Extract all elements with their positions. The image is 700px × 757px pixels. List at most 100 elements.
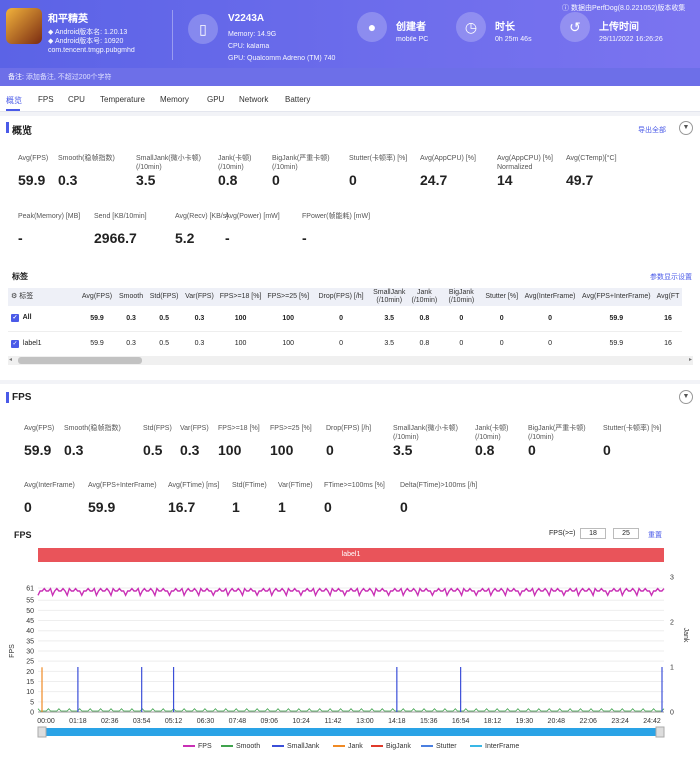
column-header[interactable]: Avg(FT [653,288,683,306]
timeline-range [38,728,664,736]
legend-swatch [183,745,195,748]
column-header[interactable]: Jank (/10min) [408,288,441,306]
metric-value: 5.2 [175,230,195,246]
y-axis-label: FPS [9,644,16,658]
metric-label: Avg(AppCPU) [%] [420,155,476,162]
label-band[interactable]: label1 [38,548,664,562]
column-header[interactable]: FPS>=25 [%] [264,288,313,306]
overview-metric: Avg(AppCPU) [%] 24.7 [420,154,476,188]
app-icon [6,8,42,44]
phone-icon: ▯ [188,14,218,44]
table-row[interactable]: ✓ label1 59.9 0.3 0.5 0.3 100 100 0 3.5 0.8 0 0 0 59.… [8,331,683,357]
tab-gpu[interactable]: GPU [207,95,225,104]
table-cell: 59.9 [579,306,654,332]
row-checkbox[interactable]: ✓ [11,314,19,323]
android-code-text: Android版本号: 10920 [54,38,124,45]
legend-item[interactable]: SmallJank [272,743,319,750]
tab-bar: 概览 FPS CPU Temperature Memory GPU Networ… [0,86,700,112]
tab-overview[interactable]: 概览 [6,96,22,105]
fps-metric: FTime>=100ms [%] 0 [324,481,385,515]
table-cell: 0 [312,331,371,357]
tab-cpu[interactable]: CPU [68,95,85,104]
table-cell: ✓ All [8,306,78,332]
y-tick-label: 55 [26,598,34,605]
export-all-link[interactable]: 导出全部 [638,127,666,134]
table-scrollbar[interactable]: ◂ ▸ [8,356,693,365]
metric-label: Smooth(稳帧指数) [58,155,115,162]
scroll-left-icon[interactable]: ◂ [9,357,13,363]
metric-label: BigJank(严重卡顿) (/10min) [272,155,330,171]
row-checkbox[interactable]: ✓ [11,339,19,348]
info-icon: ⓘ [562,5,569,12]
metric-label: FPower(帧能耗) [mW] [302,213,371,220]
column-header[interactable]: Smooth [116,288,147,306]
x-tick-label: 06:30 [197,718,215,725]
tab-network[interactable]: Network [239,95,269,104]
table-row[interactable]: ✓ All 59.9 0.3 0.5 0.3 100 100 0 3.5 0.8 0 0 0 59.9 16 [8,306,683,332]
legend-item[interactable]: Smooth [221,743,260,750]
column-header[interactable]: Drop(FPS) [/h] [312,288,371,306]
tab-temperature[interactable]: Temperature [100,95,145,104]
note-input[interactable]: 添加备注, 不超过200个字符 [25,74,112,81]
overview-metric: Peak(Memory) [MB] - [18,212,80,246]
table-cell: 100 [264,331,313,357]
metric-label: FPS>=25 [%] [270,425,312,432]
metric-value: 0 [326,442,334,458]
legend-item[interactable]: Jank [333,743,363,750]
collapse-icon[interactable]: ▼ [679,390,693,404]
legend-label: Stutter [436,743,457,750]
legend-item[interactable]: FPS [183,743,212,750]
legend-item[interactable]: Stutter [421,743,457,750]
table-cell: 100 [216,331,265,357]
overview-metric: Avg(Recv) [KB/s] 5.2 [175,212,228,246]
legend-label: FPS [198,743,212,750]
column-header[interactable]: Avg(FPS+InterFrame) [579,288,654,306]
column-header[interactable]: Std(FPS) [146,288,183,306]
column-header[interactable]: Stutter [%] [482,288,522,306]
overview-metric: FPower(帧能耗) [mW] - [302,212,370,246]
scroll-thumb[interactable] [18,357,142,364]
upload-value: 29/11/2022 16:26:26 [599,36,663,43]
metric-label: Var(FPS) [180,425,209,432]
tab-fps[interactable]: FPS [38,95,54,104]
table-cell: 0.8 [408,306,441,332]
legend-item[interactable]: InterFrame [470,743,519,750]
x-tick-label: 09:06 [260,718,278,725]
settings-icon[interactable]: ⚙ [11,293,20,300]
device-memory: Memory: 14.9G [228,31,277,38]
threshold-18-input[interactable]: 18 [580,528,606,539]
x-tick-label: 22:06 [579,718,597,725]
column-header[interactable]: Avg(FPS) [78,288,116,306]
collapse-icon[interactable]: ▼ [679,121,693,135]
reset-button[interactable]: 重置 [648,532,662,539]
note-bar[interactable]: 备注: 添加备注, 不超过200个字符 [0,68,700,86]
y-tick-label: 30 [26,649,34,656]
metric-value: 0.8 [218,172,238,188]
table-cell: 0.3 [182,306,217,332]
column-header[interactable]: BigJank (/10min) [440,288,483,306]
overview-metric: Jank(卡顿) (/10min) 0.8 [218,154,251,188]
metric-label: Var(FTime) [278,482,313,489]
device-name[interactable]: V2243A [228,13,265,24]
column-header[interactable]: Var(FPS) [182,288,217,306]
legend-item[interactable]: BigJank [371,743,411,750]
column-header[interactable]: FPS>=18 [%] [216,288,265,306]
overview-metric: SmallJank(微小卡顿) (/10min) 3.5 [136,154,201,188]
scroll-right-icon[interactable]: ▸ [688,357,692,363]
display-settings-link[interactable]: 参数显示设置 [650,274,692,281]
metric-value: 0 [400,499,408,515]
fps-metric: Avg(FPS+InterFrame) 59.9 [88,481,157,515]
column-header[interactable]: SmallJank (/10min) [370,288,409,306]
metric-label: FTime>=100ms [%] [324,482,385,489]
y-tick-label: 35 [26,638,34,645]
tab-memory[interactable]: Memory [160,95,189,104]
overview-metric: Avg(Power) [mW] - [225,212,280,246]
tab-battery[interactable]: Battery [285,95,311,104]
threshold-25-input[interactable]: 25 [613,528,639,539]
x-tick-label: 19:30 [516,718,534,725]
column-header[interactable]: ⚙ 标签 [8,288,78,306]
column-header[interactable]: Avg(InterFrame) [521,288,580,306]
overview-metric: Smooth(稳帧指数) 0.3 [58,154,115,188]
x-tick-label: 03:54 [133,718,151,725]
tag-name: label1 [19,339,42,347]
